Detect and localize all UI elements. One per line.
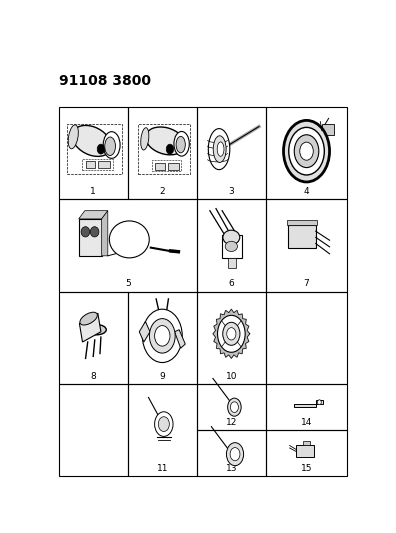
Ellipse shape (213, 136, 226, 163)
Circle shape (318, 400, 321, 405)
Ellipse shape (225, 241, 238, 252)
Ellipse shape (146, 127, 185, 155)
Ellipse shape (80, 312, 97, 325)
Bar (322, 125, 334, 135)
Ellipse shape (103, 132, 120, 158)
Bar (266, 384, 347, 430)
Bar (59, 199, 197, 292)
Polygon shape (102, 211, 108, 256)
Polygon shape (79, 211, 108, 219)
Text: 2: 2 (160, 187, 165, 196)
Circle shape (217, 316, 245, 352)
Bar (152, 160, 181, 171)
Circle shape (228, 398, 241, 416)
Circle shape (227, 328, 236, 340)
Ellipse shape (86, 325, 106, 335)
Bar (67, 125, 122, 174)
Circle shape (154, 326, 170, 346)
Text: 13: 13 (226, 464, 237, 473)
Text: 91108 3800: 91108 3800 (59, 74, 151, 88)
Bar (59, 292, 128, 384)
Polygon shape (296, 445, 314, 457)
Text: 10: 10 (226, 372, 237, 381)
Ellipse shape (68, 125, 78, 149)
Bar (293, 228, 311, 244)
Circle shape (158, 417, 169, 432)
Bar (86, 161, 95, 168)
Bar (228, 258, 236, 268)
Polygon shape (303, 441, 310, 445)
Bar (128, 107, 197, 199)
Bar (221, 235, 242, 258)
Text: 11: 11 (156, 464, 168, 473)
Text: 7: 7 (304, 279, 309, 288)
Circle shape (149, 319, 175, 353)
Circle shape (142, 309, 182, 362)
Bar (197, 384, 266, 430)
Bar (79, 219, 102, 256)
Ellipse shape (141, 128, 149, 150)
Ellipse shape (105, 137, 116, 156)
Bar (266, 107, 347, 199)
Circle shape (230, 402, 238, 413)
Polygon shape (294, 400, 324, 407)
Bar (59, 107, 128, 199)
Text: 6: 6 (228, 279, 234, 288)
Bar (266, 430, 347, 477)
Circle shape (154, 412, 173, 437)
Circle shape (294, 135, 319, 167)
Bar (154, 163, 166, 169)
Circle shape (289, 127, 324, 175)
Circle shape (166, 144, 173, 154)
Bar (59, 384, 128, 477)
Circle shape (227, 443, 244, 466)
Text: 3: 3 (228, 187, 234, 196)
Circle shape (230, 448, 240, 461)
Bar (266, 199, 347, 292)
Ellipse shape (217, 142, 224, 156)
Bar (128, 384, 197, 477)
Bar (197, 430, 266, 477)
Text: 14: 14 (301, 418, 312, 427)
Bar (168, 163, 179, 169)
Ellipse shape (208, 128, 230, 169)
Polygon shape (213, 309, 250, 358)
Text: 9: 9 (160, 372, 165, 381)
Polygon shape (175, 330, 185, 348)
Circle shape (284, 120, 329, 182)
Polygon shape (80, 313, 101, 342)
Text: 15: 15 (301, 464, 312, 473)
Bar (82, 159, 113, 169)
Ellipse shape (90, 227, 99, 237)
Ellipse shape (223, 230, 240, 245)
Bar (128, 292, 197, 384)
Ellipse shape (174, 132, 189, 156)
Text: 1: 1 (90, 187, 96, 196)
Polygon shape (288, 225, 316, 248)
Polygon shape (287, 220, 317, 225)
Bar (197, 107, 266, 199)
Bar (197, 199, 266, 292)
Circle shape (97, 144, 105, 154)
Ellipse shape (176, 136, 185, 153)
Circle shape (300, 142, 313, 160)
Text: 4: 4 (304, 187, 309, 196)
Polygon shape (139, 321, 150, 342)
Ellipse shape (72, 125, 111, 156)
Bar (138, 125, 190, 174)
Bar (98, 161, 110, 168)
Text: 12: 12 (226, 418, 237, 427)
Text: 8: 8 (90, 372, 96, 381)
Text: 5: 5 (125, 279, 131, 288)
Circle shape (223, 322, 240, 345)
Ellipse shape (81, 227, 90, 237)
Bar (266, 292, 347, 384)
Bar (197, 292, 266, 384)
